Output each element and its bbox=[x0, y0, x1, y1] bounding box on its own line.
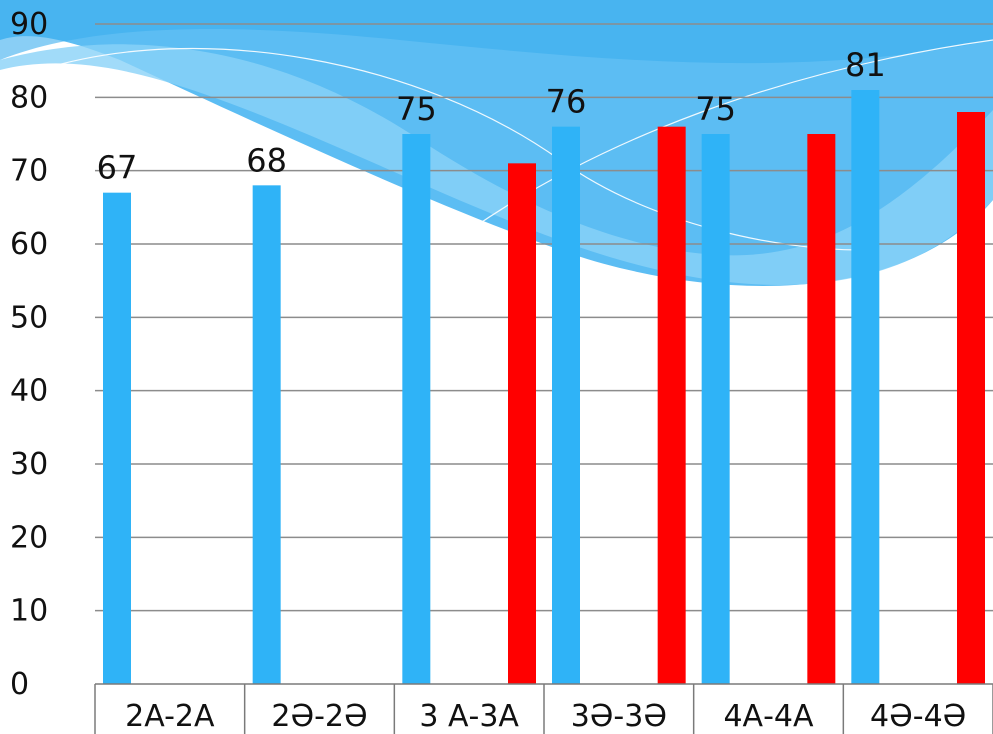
data-label: 76 bbox=[546, 83, 587, 121]
bar-series-2 bbox=[657, 126, 686, 684]
x-tick-label: 2A-2A bbox=[125, 699, 215, 734]
bar-series-2 bbox=[807, 134, 836, 684]
bar-series-2 bbox=[957, 112, 985, 684]
y-tick-label: 20 bbox=[10, 520, 48, 555]
y-tick-label: 50 bbox=[10, 300, 48, 335]
x-tick-label: 3 А-3А bbox=[419, 699, 519, 734]
y-tick-label: 40 bbox=[10, 374, 48, 409]
y-tick-label: 80 bbox=[10, 80, 48, 115]
data-label: 75 bbox=[695, 90, 736, 128]
x-tick-label: 2Ә-2Ә bbox=[271, 699, 367, 734]
x-tick-label: 4Ә-4Ә bbox=[870, 699, 966, 734]
bar-series-1 bbox=[103, 192, 131, 684]
bar-series-1 bbox=[402, 134, 431, 684]
y-tick-label: 60 bbox=[10, 227, 48, 262]
bar-series-1 bbox=[851, 90, 880, 684]
bar-series-1 bbox=[701, 134, 730, 684]
gridlines bbox=[95, 23, 993, 612]
bars: 67 68 75 76 75 81 bbox=[97, 46, 985, 685]
x-tick-label: 3Ә-3Ә bbox=[571, 699, 667, 734]
data-label: 75 bbox=[396, 90, 437, 128]
bar-series-1 bbox=[552, 126, 580, 684]
bar-series-1 bbox=[252, 185, 281, 685]
x-axis: 2A-2A 2Ә-2Ә 3 А-3А 3Ә-3Ә 4А-4А 4Ә-4Ә bbox=[94, 683, 993, 734]
x-tick-label: 4А-4А bbox=[723, 699, 814, 734]
data-label: 67 bbox=[97, 149, 138, 187]
data-label: 81 bbox=[845, 46, 886, 84]
y-tick-label: 90 bbox=[10, 7, 48, 42]
background-wave bbox=[0, 0, 993, 286]
bar-series-2 bbox=[508, 163, 536, 685]
y-axis: 0 10 20 30 40 50 60 70 80 90 bbox=[10, 7, 48, 702]
data-label: 68 bbox=[246, 141, 287, 179]
y-tick-label: 10 bbox=[10, 594, 48, 629]
y-tick-label: 30 bbox=[10, 447, 48, 482]
y-tick-label: 0 bbox=[10, 667, 29, 702]
y-tick-label: 70 bbox=[10, 154, 48, 189]
